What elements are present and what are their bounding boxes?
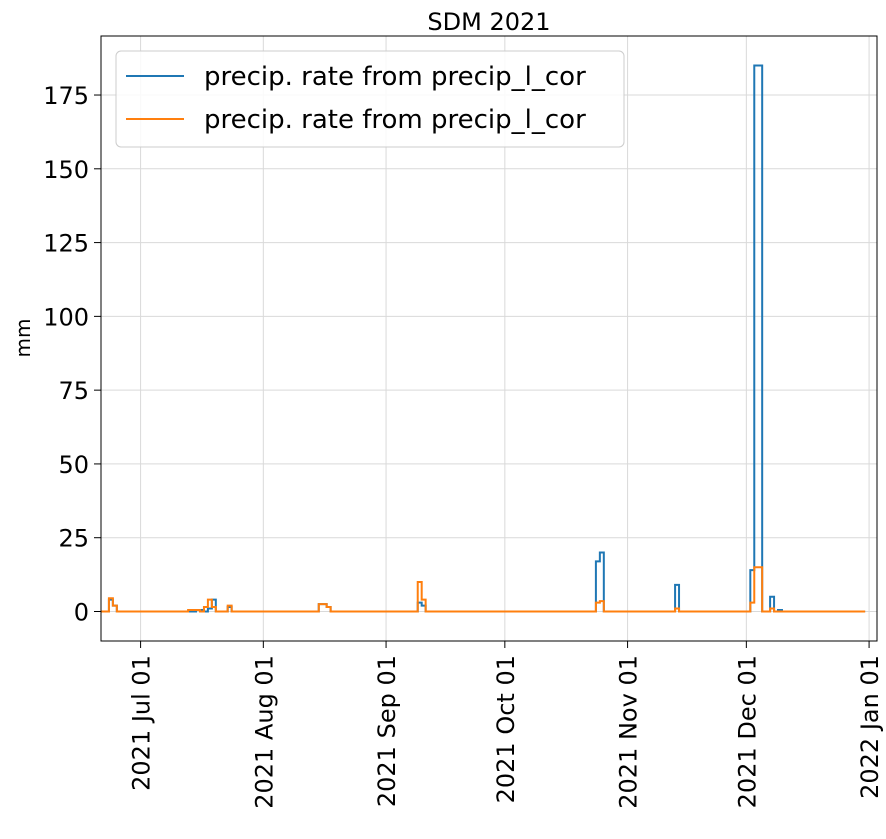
x-tick-label: 2021 Dec 01 [733, 655, 761, 808]
x-tick-label: 2021 Oct 01 [492, 655, 520, 803]
legend: precip. rate from precip_l_cor precip. r… [115, 50, 625, 148]
series-layer [101, 64, 866, 613]
x-tick-label: 2021 Nov 01 [615, 655, 643, 809]
y-tick-label: 0 [74, 598, 89, 626]
legend-label-series-1: precip. rate from precip_l_cor [204, 62, 586, 92]
x-tick-label: 2021 Sep 01 [373, 655, 401, 807]
y-tick-label: 150 [43, 156, 89, 184]
y-tick-label: 175 [43, 82, 89, 110]
x-tick-label: 2021 Jul 01 [128, 655, 156, 791]
y-tick-label: 75 [58, 377, 89, 405]
y-tick-label: 50 [58, 451, 89, 479]
x-tick-label: 2021 Aug 01 [250, 655, 278, 809]
ticks: 0 25 50 75 100 125 150 175 2021 Jul 01 2021 Aug 0… [43, 82, 884, 809]
y-tick-label: 100 [43, 303, 89, 331]
y-axis-label: mm [11, 319, 35, 358]
y-tick-label: 25 [58, 525, 89, 553]
series-line-2 [101, 566, 866, 613]
legend-box [115, 50, 625, 148]
y-tick-label: 125 [43, 230, 89, 258]
legend-label-series-2: precip. rate from precip_l_cor [204, 105, 586, 135]
plot-area [100, 35, 878, 642]
x-tick-label: 2022 Jan 01 [856, 655, 884, 799]
chart-title: SDM 2021 [427, 8, 550, 36]
